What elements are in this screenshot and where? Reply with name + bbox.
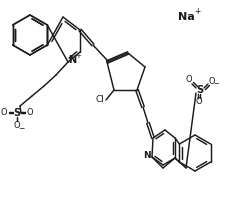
Text: O: O [195,98,202,106]
Text: N: N [68,55,76,65]
Text: −: − [212,81,218,87]
Text: Cl: Cl [95,96,104,104]
Text: O: O [1,108,7,117]
Text: O: O [208,78,214,86]
Text: S: S [13,108,20,118]
Text: S: S [196,85,203,95]
Text: O: O [185,76,191,84]
Text: O: O [27,108,33,117]
Text: +: + [193,6,199,16]
Text: +: + [75,53,81,59]
Text: Na: Na [177,12,194,22]
Text: O: O [14,121,20,130]
Text: N: N [143,152,150,161]
Text: −: − [18,124,24,134]
